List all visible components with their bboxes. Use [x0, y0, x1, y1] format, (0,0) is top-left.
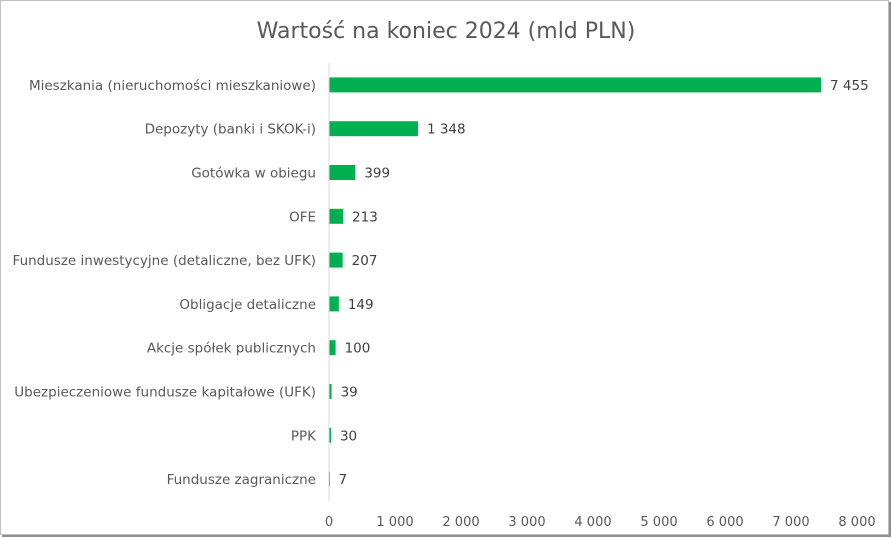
data-label: 149 [348, 297, 374, 313]
bar [329, 77, 822, 93]
category-label: OFE [289, 209, 316, 225]
bars-group [329, 77, 822, 487]
category-label: Fundusze inwestycyjne (detaliczne, bez U… [13, 253, 316, 269]
category-label: Fundusze zagraniczne [167, 472, 316, 488]
x-tick-label: 1 000 [376, 515, 413, 530]
x-tick-label: 7 000 [772, 515, 809, 530]
bar [329, 384, 332, 399]
x-tick-label: 3 000 [508, 515, 545, 530]
category-label: Mieszkania (nieruchomości mieszkaniowe) [29, 78, 316, 94]
data-label: 399 [364, 166, 390, 182]
bar [329, 208, 344, 224]
chart-title: Wartość na koniec 2024 (mld PLN) [257, 19, 636, 44]
category-label: Akcje spółek publicznych [147, 341, 316, 357]
x-tick-label: 0 [325, 515, 333, 530]
category-label: Obligacje detaliczne [179, 297, 316, 313]
bar [329, 296, 339, 312]
data-label: 30 [340, 428, 357, 444]
category-label: Depozyty (banki i SKOK-i) [145, 122, 316, 138]
data-label: 7 [338, 472, 347, 488]
category-labels: Mieszkania (nieruchomości mieszkaniowe) D… [13, 78, 318, 488]
x-tick-label: 2 000 [442, 515, 479, 530]
x-tick-label: 6 000 [706, 515, 743, 530]
data-label: 39 [341, 385, 358, 401]
x-tick-label: 5 000 [640, 515, 677, 530]
x-tick-label: 8 000 [838, 515, 875, 530]
data-label: 100 [345, 341, 371, 357]
bar [329, 121, 418, 137]
bar [329, 340, 336, 356]
data-label: 7 455 [830, 78, 869, 94]
category-label: Gotówka w obiegu [191, 166, 316, 182]
data-label: 207 [352, 253, 378, 269]
x-axis-tick-labels: 0 1 000 2 000 3 000 4 000 5 000 6 000 7 000 8 00… [325, 515, 876, 530]
data-label: 213 [352, 209, 378, 225]
bar [329, 165, 356, 180]
category-label: PPK [291, 428, 317, 444]
bar [329, 427, 331, 443]
bar [329, 252, 343, 268]
category-label: Ubezpieczeniowe fundusze kapitałowe (UFK… [14, 385, 316, 401]
data-labels: 7 455 1 348 399 213 207 149 100 39 30 7 [338, 78, 868, 488]
data-label: 1 348 [427, 122, 466, 138]
x-tick-label: 4 000 [574, 515, 611, 530]
